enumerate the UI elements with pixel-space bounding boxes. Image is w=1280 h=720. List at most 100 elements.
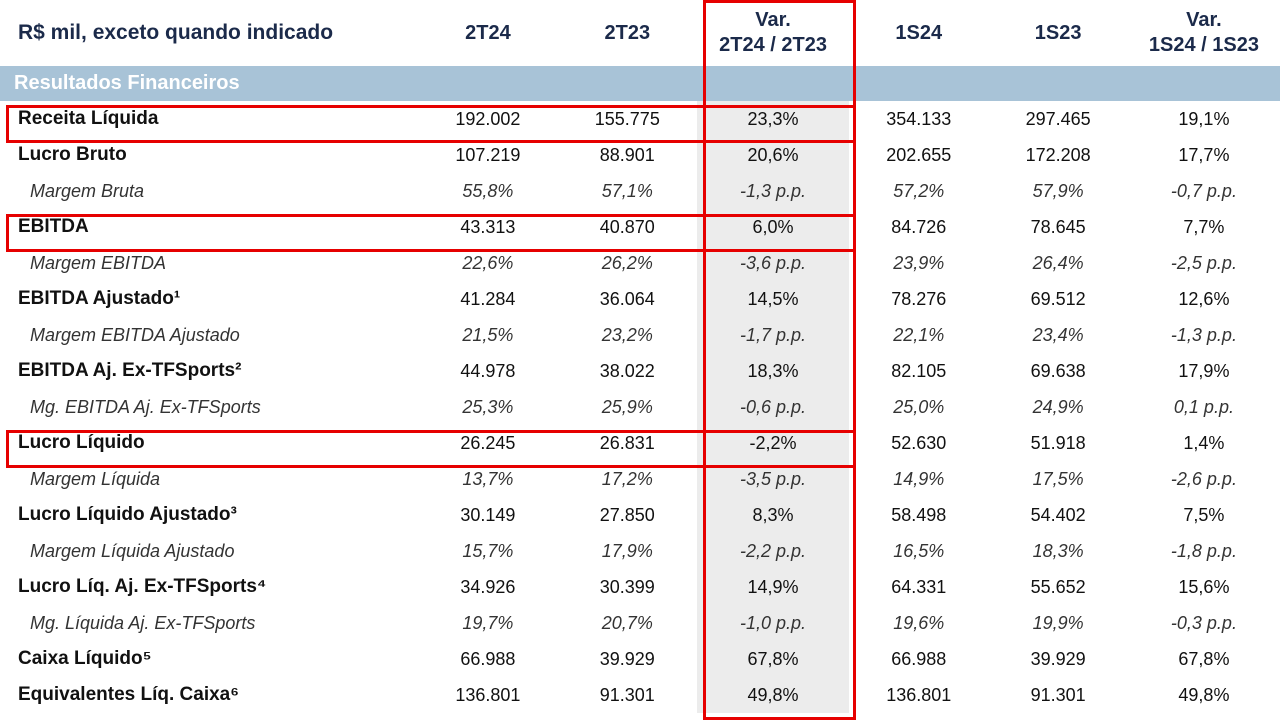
table-row: Margem EBITDA Ajustado21,5%23,2%-1,7 p.p…: [0, 317, 1280, 353]
row-value: 354.133: [849, 101, 988, 137]
row-value: 34.926: [418, 569, 557, 605]
section-right-spacer: [849, 66, 1280, 101]
row-value: 18,3%: [988, 533, 1127, 569]
row-value: 57,2%: [849, 173, 988, 209]
header-col-1s23: 1S23: [988, 0, 1127, 66]
row-value: 51.918: [988, 425, 1127, 461]
row-value: 19,1%: [1128, 101, 1280, 137]
row-value: 14,5%: [697, 281, 849, 317]
row-label: Lucro Bruto: [0, 137, 418, 173]
row-value: 19,9%: [988, 605, 1127, 641]
row-label: Margem Líquida Ajustado: [0, 533, 418, 569]
row-value: -2,6 p.p.: [1128, 461, 1280, 497]
row-value: -2,2 p.p.: [697, 533, 849, 569]
row-value: 14,9%: [849, 461, 988, 497]
row-value: 30.149: [418, 497, 557, 533]
row-value: 43.313: [418, 209, 557, 245]
row-value: 82.105: [849, 353, 988, 389]
header-title: R$ mil, exceto quando indicado: [0, 0, 418, 66]
row-label: EBITDA: [0, 209, 418, 245]
financial-results-table: R$ mil, exceto quando indicado 2T24 2T23…: [0, 0, 1280, 713]
row-value: 24,9%: [988, 389, 1127, 425]
row-label: Margem Líquida: [0, 461, 418, 497]
header-row: R$ mil, exceto quando indicado 2T24 2T23…: [0, 0, 1280, 66]
row-value: 26.245: [418, 425, 557, 461]
table-row: Lucro Líq. Aj. Ex-TFSports⁴34.92630.399 1…: [0, 569, 1280, 605]
row-value: 30.399: [558, 569, 697, 605]
row-value: 8,3%: [697, 497, 849, 533]
row-value: 67,8%: [697, 641, 849, 677]
row-value: 84.726: [849, 209, 988, 245]
row-value: 39.929: [988, 641, 1127, 677]
table-body: Resultados Financeiros Receita Líquida 19…: [0, 66, 1280, 713]
row-value: 38.022: [558, 353, 697, 389]
table-row: Equivalentes Líq. Caixa⁶136.80191.30149,…: [0, 677, 1280, 713]
row-value: 18,3%: [697, 353, 849, 389]
row-label: Receita Líquida: [0, 101, 418, 137]
row-value: 202.655: [849, 137, 988, 173]
row-value: 26,4%: [988, 245, 1127, 281]
row-value: 17,9%: [1128, 353, 1280, 389]
row-value: 52.630: [849, 425, 988, 461]
row-label: Margem Bruta: [0, 173, 418, 209]
row-value: 66.988: [418, 641, 557, 677]
row-label: Equivalentes Líq. Caixa⁶: [0, 677, 418, 713]
table-row: Margem Líquida13,7%17,2%-3,5 p.p.14,9%17…: [0, 461, 1280, 497]
table-row: Mg. Líquida Aj. Ex-TFSports19,7%20,7%-1,…: [0, 605, 1280, 641]
row-value: 58.498: [849, 497, 988, 533]
row-value: 136.801: [418, 677, 557, 713]
row-value: 17,5%: [988, 461, 1127, 497]
row-value: 26.831: [558, 425, 697, 461]
row-value: -1,0 p.p.: [697, 605, 849, 641]
row-label: EBITDA Aj. Ex-TFSports²: [0, 353, 418, 389]
row-value: 23,9%: [849, 245, 988, 281]
row-value: 12,6%: [1128, 281, 1280, 317]
header-col-2t23: 2T23: [558, 0, 697, 66]
row-value: 55.652: [988, 569, 1127, 605]
row-value: 17,7%: [1128, 137, 1280, 173]
table-row: Lucro Líquido Ajustado³30.14927.8508,3%5…: [0, 497, 1280, 533]
row-value: 20,6%: [697, 137, 849, 173]
table-row: Caixa Líquido⁵66.98839.92967,8%66.98839.…: [0, 641, 1280, 677]
row-value: -3,6 p.p.: [697, 245, 849, 281]
row-value: 67,8%: [1128, 641, 1280, 677]
row-value: 16,5%: [849, 533, 988, 569]
table-row: Margem EBITDA22,6%26,2%-3,6 p.p.23,9%26,…: [0, 245, 1280, 281]
row-label: EBITDA Ajustado¹: [0, 281, 418, 317]
table-row: EBITDA Aj. Ex-TFSports²44.97838.02218,3%…: [0, 353, 1280, 389]
row-value: 7,7%: [1128, 209, 1280, 245]
row-value: 6,0%: [697, 209, 849, 245]
row-value: 78.276: [849, 281, 988, 317]
section-row: Resultados Financeiros: [0, 66, 1280, 101]
row-value: 54.402: [988, 497, 1127, 533]
row-value: -2,2%: [697, 425, 849, 461]
row-value: 155.775: [558, 101, 697, 137]
table-row: Lucro Bruto107.21988.90120,6%202.655172.…: [0, 137, 1280, 173]
row-label: Lucro Líquido: [0, 425, 418, 461]
row-label: Margem EBITDA: [0, 245, 418, 281]
row-label: Lucro Líq. Aj. Ex-TFSports⁴: [0, 569, 418, 605]
row-value: 57,1%: [558, 173, 697, 209]
row-value: 19,6%: [849, 605, 988, 641]
header-col-var-q: Var. 2T24 / 2T23: [697, 0, 849, 66]
row-value: 69.512: [988, 281, 1127, 317]
table-row: Mg. EBITDA Aj. Ex-TFSports25,3%25,9%-0,6…: [0, 389, 1280, 425]
row-value: -0,6 p.p.: [697, 389, 849, 425]
row-value: 15,6%: [1128, 569, 1280, 605]
table-row: Margem Bruta55,8%57,1%-1,3 p.p.57,2%57,9…: [0, 173, 1280, 209]
row-value: 66.988: [849, 641, 988, 677]
section-var-q-cell: [697, 66, 849, 101]
section-label: Resultados Financeiros: [0, 66, 697, 101]
row-value: 22,1%: [849, 317, 988, 353]
row-value: -1,3 p.p.: [1128, 317, 1280, 353]
row-value: 25,9%: [558, 389, 697, 425]
table-row: Margem Líquida Ajustado15,7%17,9%-2,2 p.…: [0, 533, 1280, 569]
row-value: -0,7 p.p.: [1128, 173, 1280, 209]
row-value: 23,2%: [558, 317, 697, 353]
row-value: 78.645: [988, 209, 1127, 245]
row-value: 69.638: [988, 353, 1127, 389]
row-value: 0,1 p.p.: [1128, 389, 1280, 425]
row-value: 22,6%: [418, 245, 557, 281]
row-value: 36.064: [558, 281, 697, 317]
row-value: 136.801: [849, 677, 988, 713]
